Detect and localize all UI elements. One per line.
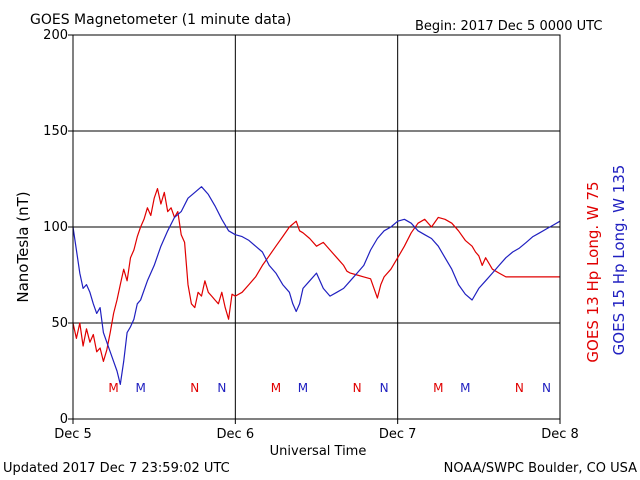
y-tick-label: 100 <box>43 220 68 235</box>
y-tick-label: 200 <box>43 28 68 43</box>
y-axis-ticks: 0 50 100 150 200 <box>43 28 73 427</box>
marker-m: M <box>271 381 281 395</box>
legend-goes15: GOES 15 Hp Long. W 135 <box>610 165 628 356</box>
marker-n: N <box>380 381 389 395</box>
chart-title: GOES Magnetometer (1 minute data) <box>30 12 291 28</box>
y-tick-label: 150 <box>43 124 68 139</box>
marker-m: M <box>460 381 470 395</box>
series-line-goes13 <box>72 188 560 362</box>
x-axis-label: Universal Time <box>270 444 367 459</box>
y-tick-label: 0 <box>60 412 68 427</box>
marker-n: N <box>542 381 551 395</box>
y-axis-label: NanoTesla (nT) <box>14 191 32 302</box>
marker-n: N <box>190 381 199 395</box>
x-axis-ticks: Dec 5 Dec 6 Dec 7 Dec 8 <box>54 419 579 442</box>
marker-n: N <box>515 381 524 395</box>
marker-m: M <box>135 381 145 395</box>
x-tick-label: Dec 6 <box>217 427 255 442</box>
x-tick-label: Dec 7 <box>379 427 417 442</box>
legend-goes13: GOES 13 Hp Long. W 75 <box>584 181 602 362</box>
series-layer <box>72 186 561 385</box>
credit-text: NOAA/SWPC Boulder, CO USA <box>444 461 637 476</box>
y-tick-label: 50 <box>51 316 68 331</box>
marker-n: N <box>353 381 362 395</box>
marker-m: M <box>433 381 443 395</box>
grid-lines <box>73 35 560 419</box>
day-night-markers: M N M N M NM N M N M N <box>108 381 551 395</box>
marker-n: N <box>217 381 226 395</box>
x-tick-label: Dec 8 <box>541 427 579 442</box>
x-tick-label: Dec 5 <box>54 427 92 442</box>
series-line-goes15 <box>72 186 561 385</box>
marker-m: M <box>108 381 118 395</box>
updated-timestamp: Updated 2017 Dec 7 23:59:02 UTC <box>3 461 230 476</box>
marker-m: M <box>298 381 308 395</box>
begin-time: Begin: 2017 Dec 5 0000 UTC <box>415 19 602 34</box>
